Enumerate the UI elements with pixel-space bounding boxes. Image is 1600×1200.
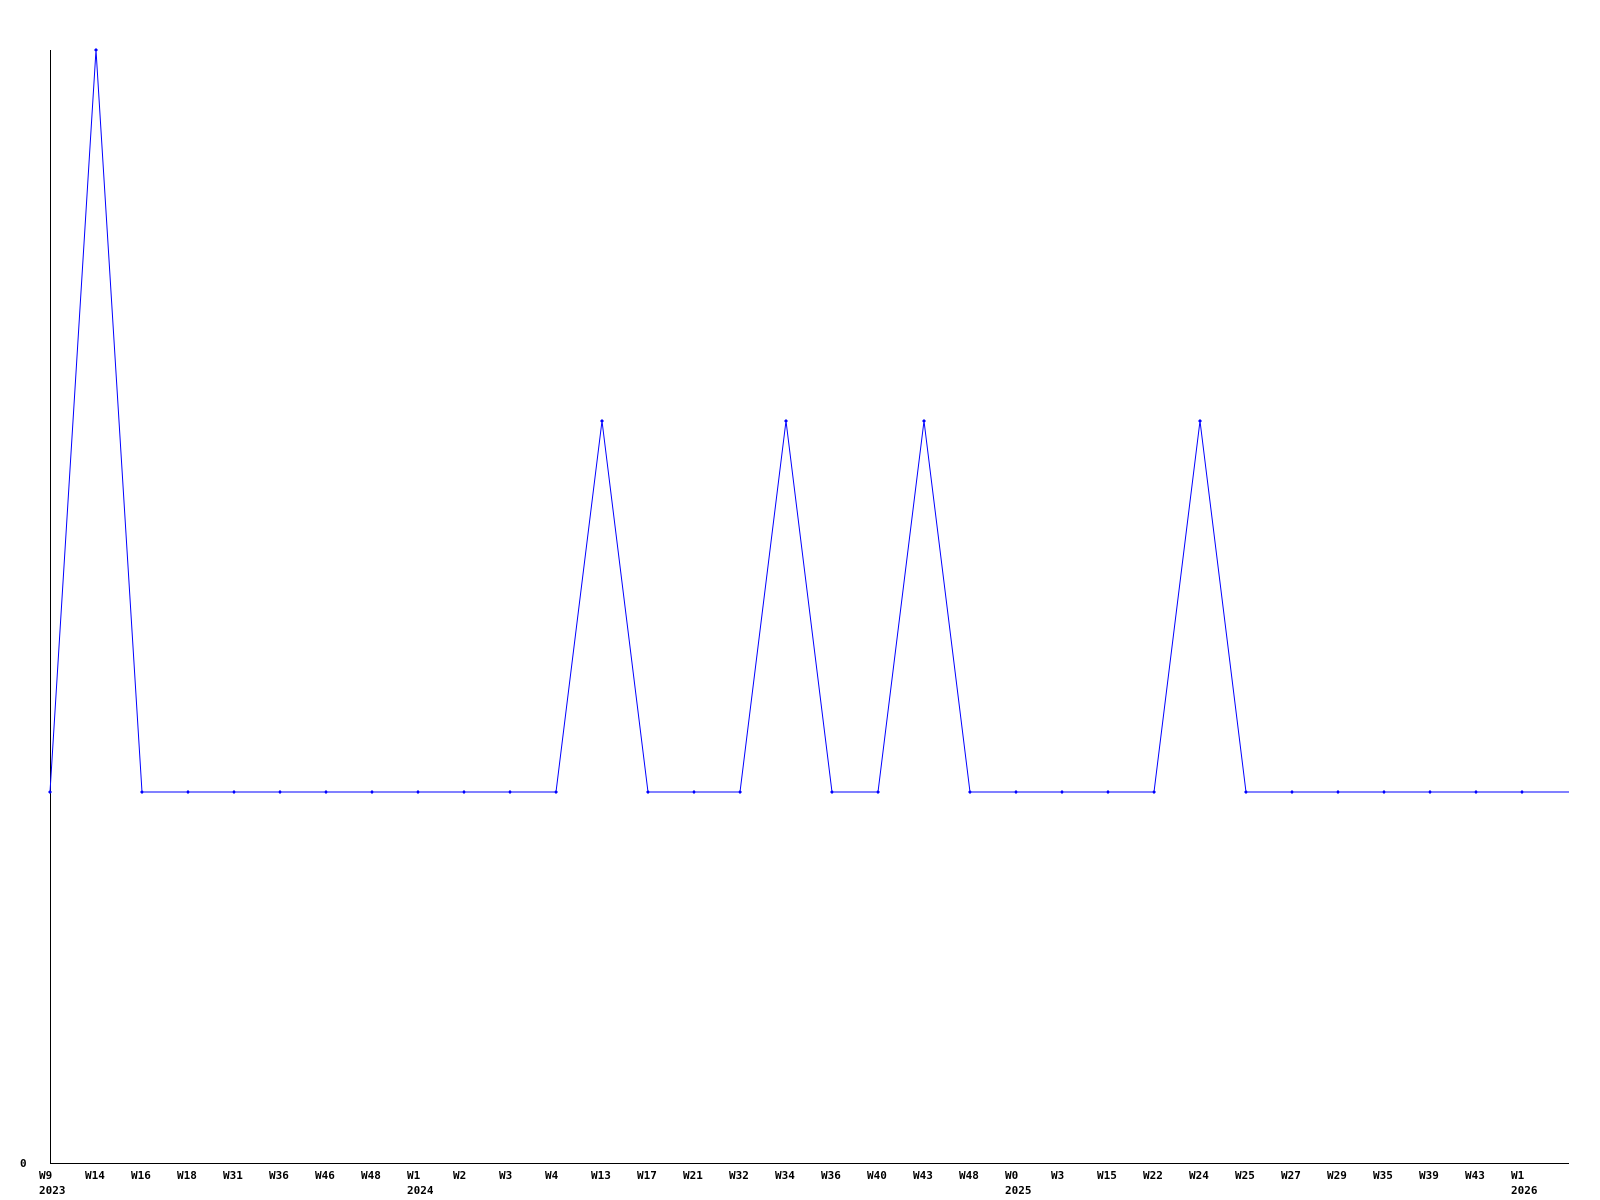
data-point — [968, 790, 972, 794]
x-tick-label: W22 — [1143, 1169, 1163, 1182]
x-tick-label: W9 — [39, 1169, 52, 1182]
data-point — [600, 419, 604, 423]
data-point — [1336, 790, 1340, 794]
data-point — [462, 790, 466, 794]
x-year-label: 2024 — [407, 1184, 434, 1197]
data-point — [416, 790, 420, 794]
x-tick-label: W29 — [1327, 1169, 1347, 1182]
x-tick-label: W36 — [821, 1169, 841, 1182]
x-tick-label: W34 — [775, 1169, 795, 1182]
data-point — [1244, 790, 1248, 794]
x-tick-label: W27 — [1281, 1169, 1301, 1182]
data-point — [922, 419, 926, 423]
x-tick-label: W40 — [867, 1169, 887, 1182]
x-tick-label: W1 — [1511, 1169, 1525, 1182]
data-point — [1474, 790, 1478, 794]
x-tick-label: W16 — [131, 1169, 151, 1182]
data-point — [738, 790, 742, 794]
data-point — [1060, 790, 1064, 794]
x-tick-label: W31 — [223, 1169, 243, 1182]
series-line — [49, 49, 1569, 793]
x-tick-label: W39 — [1419, 1169, 1439, 1182]
data-point — [1290, 790, 1294, 794]
x-tick-label: W4 — [545, 1169, 559, 1182]
x-tick-label: W35 — [1373, 1169, 1393, 1182]
data-point — [1428, 790, 1432, 794]
x-tick-label: W24 — [1189, 1169, 1209, 1182]
x-tick-label: W17 — [637, 1169, 657, 1182]
x-tick-label: W13 — [591, 1169, 611, 1182]
data-point — [370, 790, 374, 794]
x-tick-label: W3 — [1051, 1169, 1064, 1182]
x-tick-label: W3 — [499, 1169, 512, 1182]
x-tick-label: W2 — [453, 1169, 466, 1182]
data-point — [94, 48, 98, 52]
x-tick-label: W15 — [1097, 1169, 1117, 1182]
x-tick-label: W14 — [85, 1169, 105, 1182]
x-tick-label: W0 — [1005, 1169, 1018, 1182]
x-tick-label: W48 — [361, 1169, 381, 1182]
x-tick-label: W43 — [913, 1169, 933, 1182]
x-tick-label: W43 — [1465, 1169, 1485, 1182]
x-year-label: 2025 — [1005, 1184, 1032, 1197]
y-tick-label-0: 0 — [20, 1157, 27, 1170]
data-point — [140, 790, 144, 794]
data-point — [232, 790, 236, 794]
x-tick-label: W46 — [315, 1169, 335, 1182]
x-tick-label: W18 — [177, 1169, 197, 1182]
x-year-label: 2026 — [1511, 1184, 1538, 1197]
data-point — [1382, 790, 1386, 794]
x-tick-label: W32 — [729, 1169, 749, 1182]
data-point — [278, 790, 282, 794]
x-tick-label: W36 — [269, 1169, 289, 1182]
data-point — [1152, 790, 1156, 794]
data-point — [186, 790, 190, 794]
data-point — [784, 419, 788, 423]
x-year-label: 2023 — [39, 1184, 66, 1197]
data-point — [554, 790, 558, 794]
data-point — [1014, 790, 1018, 794]
data-point — [876, 790, 880, 794]
data-point — [324, 790, 328, 794]
x-tick-label: W21 — [683, 1169, 703, 1182]
data-point — [508, 790, 512, 794]
data-point — [1106, 790, 1110, 794]
data-point — [48, 790, 52, 794]
data-point — [830, 790, 834, 794]
x-tick-label: W48 — [959, 1169, 979, 1182]
data-point — [692, 790, 696, 794]
data-point — [1198, 419, 1202, 423]
data-point — [646, 790, 650, 794]
data-point — [1520, 790, 1524, 794]
x-tick-label: W25 — [1235, 1169, 1255, 1182]
x-tick-label: W1 — [407, 1169, 421, 1182]
